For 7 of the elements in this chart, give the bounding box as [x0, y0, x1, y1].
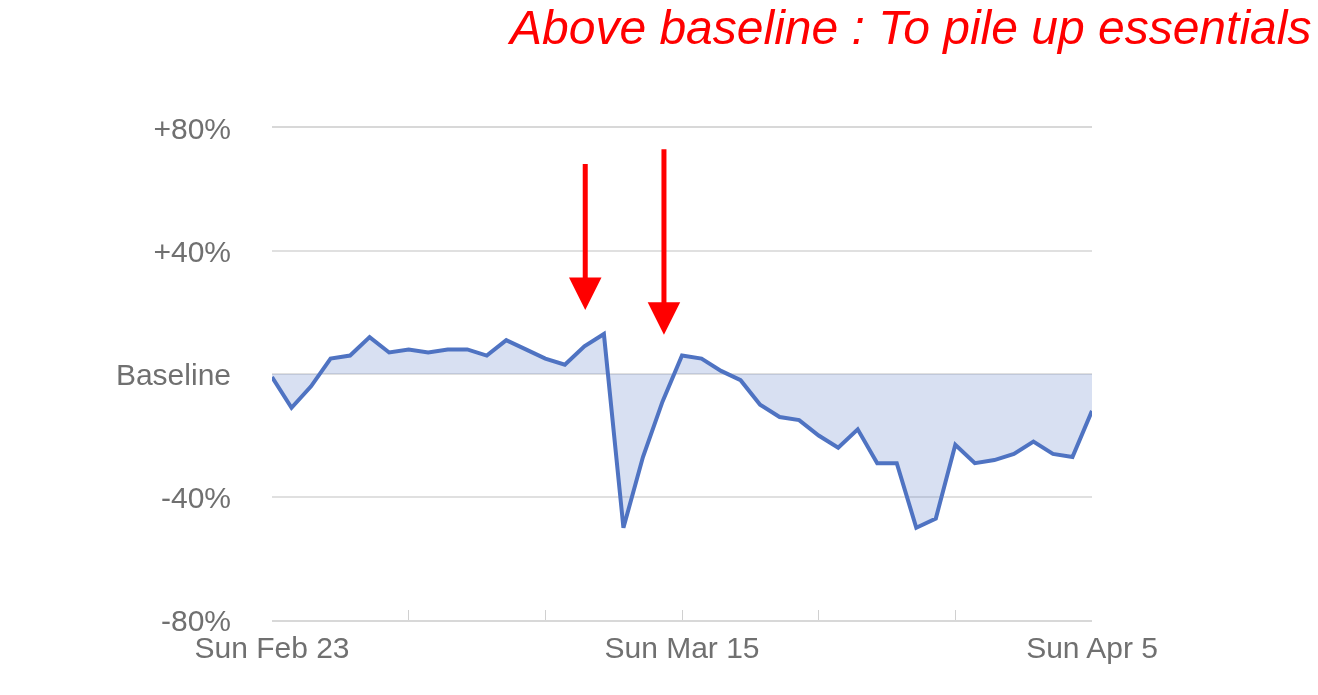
y-tick-label: -40% [160, 480, 231, 514]
y-tick-label: +40% [153, 234, 231, 268]
x-tick-label: Sun Apr 5 [1026, 631, 1158, 664]
chart-title: Above baseline : To pile up essentials [506, 1, 1312, 55]
y-tick-label: +80% [153, 111, 231, 145]
y-tick-label: Baseline [115, 357, 231, 391]
x-tick-label: Sun Mar 15 [604, 631, 760, 664]
